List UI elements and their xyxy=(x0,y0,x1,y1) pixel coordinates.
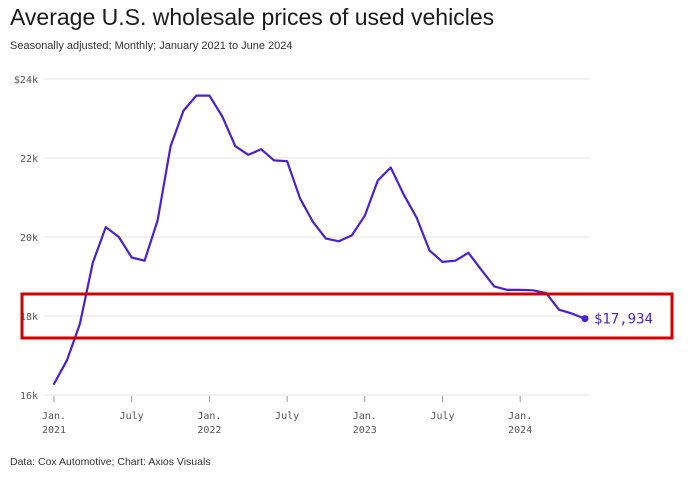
chart-subtitle: Seasonally adjusted; Monthly; January 20… xyxy=(10,40,293,52)
chart-title: Average U.S. wholesale prices of used ve… xyxy=(10,4,495,30)
x-tick-label: Jan. xyxy=(353,411,377,422)
x-tick-label: Jan. xyxy=(42,411,66,422)
x-axis-ticks: Jan. 2021 July Jan. 2022 July Jan. 2023 July Jan.… xyxy=(42,396,532,436)
x-tick-label: 2023 xyxy=(353,425,377,436)
y-tick-label: 22k xyxy=(20,154,38,165)
x-tick-label: Jan. xyxy=(508,411,532,422)
chart-source: Data: Cox Automotive; Chart: Axios Visua… xyxy=(10,456,211,468)
grid-lines xyxy=(44,78,590,396)
x-tick-label: July xyxy=(430,411,454,422)
y-tick-label: $24k xyxy=(14,75,38,86)
highlight-box xyxy=(20,292,674,340)
y-tick-label: 20k xyxy=(20,233,38,244)
x-tick-label: 2021 xyxy=(42,425,66,436)
x-tick-label: July xyxy=(120,411,144,422)
y-tick-label: 16k xyxy=(20,391,38,402)
x-tick-label: July xyxy=(275,411,299,422)
x-tick-label: 2024 xyxy=(508,425,532,436)
x-tick-label: 2022 xyxy=(197,425,221,436)
last-value-label: $17,934 xyxy=(594,312,653,328)
y-tick-label: 18k xyxy=(20,312,38,323)
x-tick-label: Jan. xyxy=(197,411,221,422)
y-axis-ticks: 16k 18k 20k 22k $24k xyxy=(14,75,38,402)
price-series-line xyxy=(52,94,586,385)
last-value-dot xyxy=(581,315,589,323)
